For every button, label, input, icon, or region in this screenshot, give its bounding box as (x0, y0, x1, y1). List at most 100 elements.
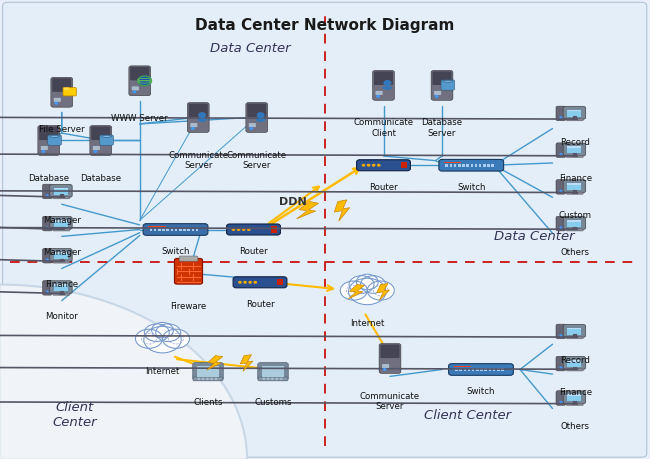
FancyBboxPatch shape (462, 164, 465, 167)
FancyBboxPatch shape (476, 368, 478, 371)
Circle shape (384, 369, 386, 370)
Circle shape (272, 378, 273, 380)
Circle shape (384, 81, 391, 85)
Circle shape (199, 113, 205, 118)
FancyBboxPatch shape (192, 363, 224, 380)
FancyBboxPatch shape (64, 87, 69, 90)
FancyBboxPatch shape (566, 229, 583, 231)
FancyBboxPatch shape (249, 123, 256, 127)
FancyBboxPatch shape (567, 146, 581, 153)
FancyBboxPatch shape (130, 67, 150, 80)
Polygon shape (334, 200, 350, 221)
FancyBboxPatch shape (3, 2, 647, 457)
Text: Customs: Customs (254, 398, 292, 408)
FancyBboxPatch shape (372, 70, 395, 100)
FancyBboxPatch shape (54, 188, 68, 195)
Circle shape (46, 195, 48, 196)
Circle shape (363, 164, 365, 166)
FancyBboxPatch shape (53, 196, 70, 199)
FancyBboxPatch shape (479, 164, 482, 167)
FancyBboxPatch shape (472, 368, 474, 371)
FancyBboxPatch shape (471, 164, 473, 167)
FancyBboxPatch shape (567, 183, 581, 185)
FancyBboxPatch shape (556, 106, 566, 121)
Text: Record: Record (560, 138, 590, 147)
FancyBboxPatch shape (563, 391, 586, 404)
FancyBboxPatch shape (196, 228, 198, 231)
Circle shape (560, 190, 562, 192)
FancyBboxPatch shape (233, 277, 287, 288)
FancyBboxPatch shape (556, 179, 566, 194)
Circle shape (280, 378, 281, 380)
FancyBboxPatch shape (175, 228, 177, 231)
Circle shape (250, 128, 253, 129)
Circle shape (340, 281, 367, 300)
FancyBboxPatch shape (246, 102, 268, 132)
Wedge shape (197, 118, 207, 122)
FancyBboxPatch shape (566, 118, 583, 121)
FancyBboxPatch shape (454, 366, 471, 367)
FancyBboxPatch shape (382, 364, 389, 368)
FancyBboxPatch shape (497, 368, 500, 371)
FancyBboxPatch shape (566, 369, 583, 371)
Circle shape (560, 367, 562, 369)
FancyBboxPatch shape (567, 328, 581, 335)
Circle shape (560, 227, 562, 229)
Text: Manager: Manager (43, 248, 81, 257)
FancyBboxPatch shape (556, 143, 566, 157)
Circle shape (244, 281, 246, 283)
FancyBboxPatch shape (100, 135, 113, 145)
FancyBboxPatch shape (53, 229, 70, 231)
Circle shape (263, 378, 265, 380)
FancyBboxPatch shape (463, 368, 466, 371)
Circle shape (42, 151, 45, 152)
Circle shape (138, 76, 151, 85)
Polygon shape (207, 356, 223, 370)
Text: Database: Database (80, 174, 122, 183)
Text: Router: Router (369, 183, 398, 192)
Circle shape (192, 128, 194, 129)
Text: Switch: Switch (161, 247, 190, 256)
FancyBboxPatch shape (54, 284, 68, 286)
Wedge shape (0, 285, 247, 459)
FancyBboxPatch shape (54, 252, 68, 259)
FancyBboxPatch shape (51, 77, 73, 107)
FancyBboxPatch shape (374, 71, 393, 85)
Circle shape (276, 378, 278, 380)
FancyBboxPatch shape (567, 110, 581, 117)
Text: Others: Others (561, 422, 590, 431)
FancyBboxPatch shape (49, 249, 72, 262)
FancyBboxPatch shape (38, 125, 60, 155)
FancyBboxPatch shape (484, 368, 487, 371)
FancyBboxPatch shape (47, 135, 61, 145)
Circle shape (46, 259, 48, 261)
FancyBboxPatch shape (379, 343, 401, 374)
FancyBboxPatch shape (488, 164, 490, 167)
FancyBboxPatch shape (567, 220, 581, 222)
Text: WWW Server: WWW Server (111, 114, 168, 123)
FancyBboxPatch shape (193, 377, 223, 381)
Circle shape (133, 91, 136, 93)
Circle shape (377, 95, 380, 97)
Circle shape (156, 324, 181, 341)
FancyBboxPatch shape (247, 103, 266, 117)
Circle shape (46, 291, 48, 293)
Circle shape (349, 276, 374, 293)
Circle shape (361, 276, 385, 293)
FancyBboxPatch shape (41, 146, 48, 150)
Circle shape (248, 229, 250, 230)
FancyBboxPatch shape (448, 364, 514, 375)
Circle shape (239, 281, 241, 283)
FancyBboxPatch shape (556, 391, 566, 405)
Circle shape (233, 229, 235, 230)
FancyBboxPatch shape (143, 224, 208, 235)
FancyBboxPatch shape (52, 78, 72, 92)
FancyBboxPatch shape (501, 368, 504, 371)
Circle shape (242, 229, 245, 230)
FancyBboxPatch shape (567, 328, 581, 330)
Text: Finance: Finance (46, 280, 78, 289)
FancyBboxPatch shape (434, 91, 441, 95)
FancyBboxPatch shape (431, 70, 453, 100)
FancyBboxPatch shape (257, 363, 288, 380)
FancyBboxPatch shape (401, 162, 407, 168)
